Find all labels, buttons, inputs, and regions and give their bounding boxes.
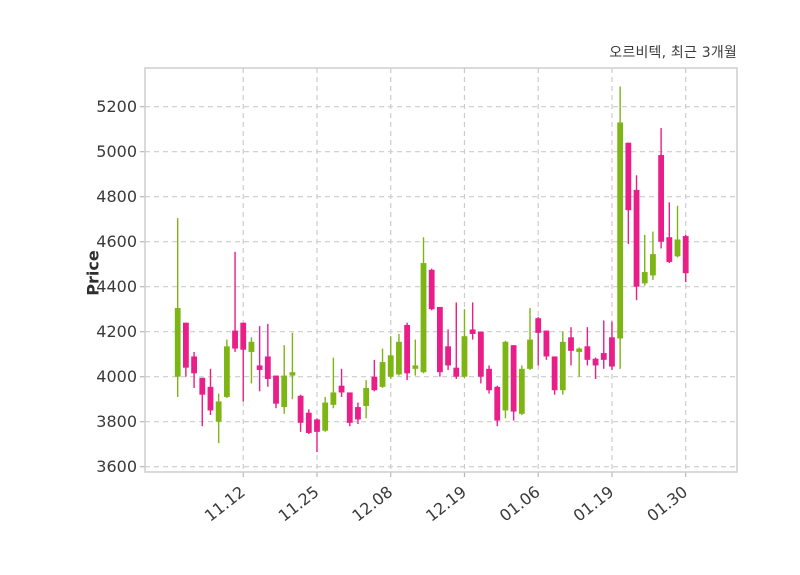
candle-body-down xyxy=(232,330,238,349)
candle-body-down xyxy=(568,337,574,351)
candle-body-up xyxy=(223,346,230,397)
candle-body-down xyxy=(666,237,673,262)
candle-body-down xyxy=(543,330,550,357)
candle-body-down xyxy=(436,306,443,373)
candle-body-up xyxy=(387,355,394,377)
candle-body-up xyxy=(617,122,624,339)
y-tick-label: 4600 xyxy=(96,232,137,251)
candle-body-down xyxy=(264,356,271,379)
candle-body-down xyxy=(371,376,378,391)
candle-body-down xyxy=(625,142,632,211)
candle-body-down xyxy=(355,407,361,420)
candle-body-down xyxy=(338,385,345,393)
candle-body-down xyxy=(551,356,558,391)
candle-body-down xyxy=(199,377,206,395)
candle-body-up xyxy=(396,341,402,375)
candle-body-down xyxy=(600,353,607,360)
candle-body-up xyxy=(322,402,329,431)
candle-body-down xyxy=(256,365,263,370)
y-tick-label: 4200 xyxy=(96,322,137,341)
candle-body-down xyxy=(469,329,476,334)
y-tick-label: 5000 xyxy=(96,142,137,161)
y-tick-label: 4400 xyxy=(96,277,137,296)
candle-body-up xyxy=(379,362,386,387)
candle-body-down xyxy=(445,346,451,366)
candle-body-up xyxy=(576,348,583,352)
candle-body-down xyxy=(486,368,492,391)
candle-body-down xyxy=(477,331,484,377)
candle-body-up xyxy=(248,341,255,352)
candle-body-up xyxy=(650,254,656,276)
x-tick-label: 12.19 xyxy=(422,482,470,525)
y-tick-label: 3800 xyxy=(96,412,137,431)
candle-body-down xyxy=(297,395,304,423)
candle-body-up xyxy=(289,372,296,376)
candle-body-down xyxy=(305,412,312,433)
candle-body-up xyxy=(330,392,337,405)
candle-body-down xyxy=(658,155,665,242)
candle-body-up xyxy=(174,308,181,377)
x-tick-label: 12.08 xyxy=(348,482,396,525)
x-tick-label: 01.19 xyxy=(570,482,618,525)
y-tick-label: 3600 xyxy=(96,457,137,476)
chart-title: 오르비텍, 최근 3개월 xyxy=(609,45,737,61)
y-tick-label: 4000 xyxy=(96,367,137,386)
candle-body-down xyxy=(584,346,591,360)
candle-body-up xyxy=(412,365,419,369)
candle-body-down xyxy=(609,337,615,367)
candle-body-down xyxy=(535,318,542,333)
x-tick-label: 01.30 xyxy=(643,482,691,525)
plot-border xyxy=(144,67,738,473)
candle-body-down xyxy=(404,324,411,374)
candle-body-up xyxy=(641,272,648,284)
candle-body-up xyxy=(215,401,222,422)
candle-body-up xyxy=(518,368,525,414)
candle-body-down xyxy=(453,367,460,377)
candle-body-up xyxy=(363,387,370,406)
x-tick-label: 11.12 xyxy=(201,482,249,525)
candle-body-up xyxy=(281,375,288,408)
x-tick-label: 11.25 xyxy=(275,482,323,525)
candle-body-down xyxy=(273,375,279,404)
candle-body-down xyxy=(346,392,353,423)
candle-body-down xyxy=(510,345,517,412)
candle-body-down xyxy=(191,356,197,374)
candle-body-down xyxy=(240,322,247,350)
y-tick-label: 5200 xyxy=(96,97,137,116)
candle-body-up xyxy=(420,263,427,373)
candle-body-down xyxy=(592,358,599,366)
y-axis-label: Price xyxy=(83,250,103,296)
candle-body-up xyxy=(527,339,533,369)
candle-body-up xyxy=(502,341,509,411)
candle-body-up xyxy=(559,341,566,391)
candle-body-down xyxy=(182,322,189,368)
y-tick-label: 4800 xyxy=(96,187,137,206)
candle-body-up xyxy=(674,239,681,257)
candle-body-down xyxy=(494,386,501,421)
candle-body-down xyxy=(428,269,435,310)
candle-body-down xyxy=(682,236,689,274)
candle-body-down xyxy=(633,189,640,287)
candle-body-down xyxy=(314,419,320,432)
candle-body-down xyxy=(207,386,214,411)
x-tick-label: 01.06 xyxy=(496,482,544,525)
candle-body-up xyxy=(461,336,468,377)
